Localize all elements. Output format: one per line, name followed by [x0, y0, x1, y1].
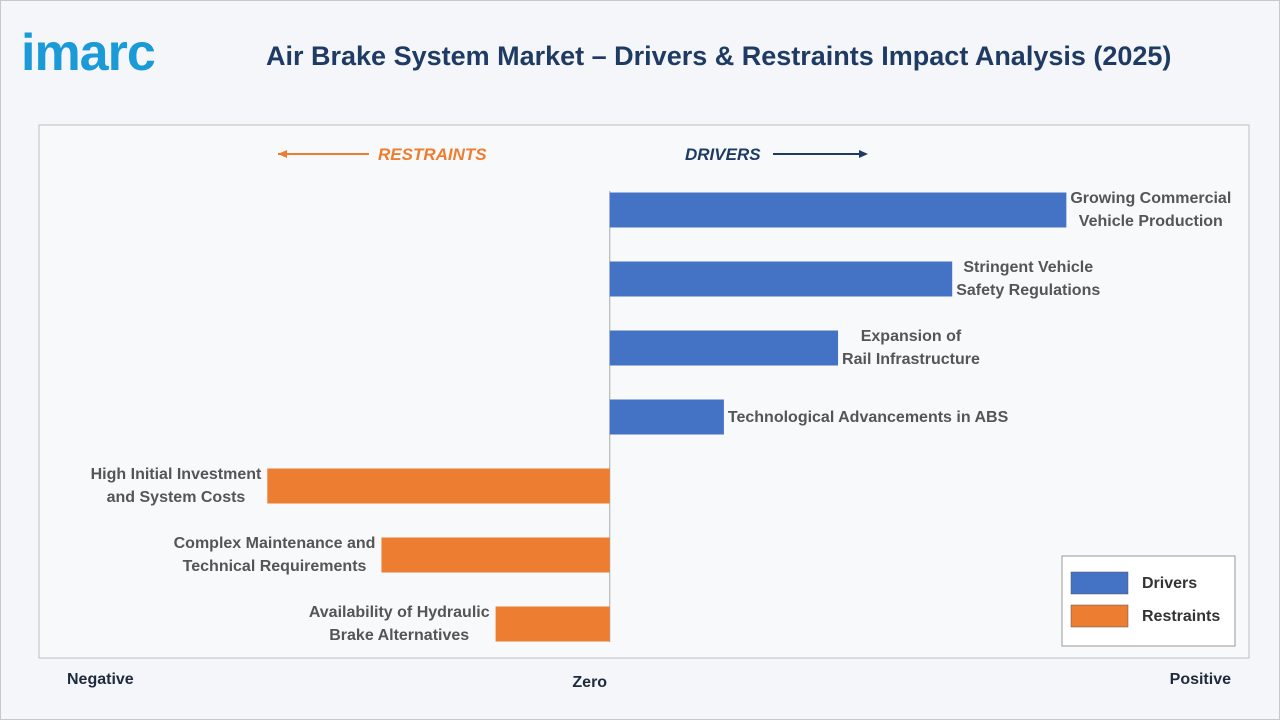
bar — [609, 261, 953, 297]
bar — [267, 468, 610, 504]
drivers-label: DRIVERS — [685, 145, 761, 164]
arrow-head — [278, 150, 287, 158]
restraints-label: RESTRAINTS — [378, 145, 487, 164]
bar — [609, 330, 839, 366]
x-tick-label: Negative — [67, 671, 134, 688]
legend-swatch — [1070, 604, 1129, 628]
legend-box — [1061, 555, 1236, 647]
legend-label: Drivers — [1142, 575, 1197, 592]
arrow-head — [859, 150, 868, 158]
logo: imarc — [21, 24, 156, 82]
bar-label: Complex Maintenance and Technical Requir… — [173, 535, 376, 575]
legend-label: Restraints — [1142, 608, 1220, 625]
bar — [609, 399, 724, 435]
bar-label: Technological Advancements in ABS — [727, 408, 1009, 426]
legend-swatch — [1070, 571, 1129, 595]
bar-label: Growing Commercial Vehicle Production — [1070, 190, 1232, 230]
bar — [609, 192, 1067, 228]
bar — [495, 606, 610, 642]
bar-label: High Initial Investment and System Costs — [90, 466, 262, 506]
x-tick-label: Zero — [572, 674, 607, 691]
bar — [381, 537, 610, 573]
bar-label: Expansion of Rail Infrastructure — [842, 328, 980, 368]
bar-label: Stringent Vehicle Safety Regulations — [956, 259, 1101, 299]
chart-title: Air Brake System Market – Drivers & Rest… — [266, 41, 1172, 71]
bar-label: Availability of Hydraulic Brake Alternat… — [308, 604, 490, 644]
x-tick-label: Positive — [1170, 671, 1231, 688]
